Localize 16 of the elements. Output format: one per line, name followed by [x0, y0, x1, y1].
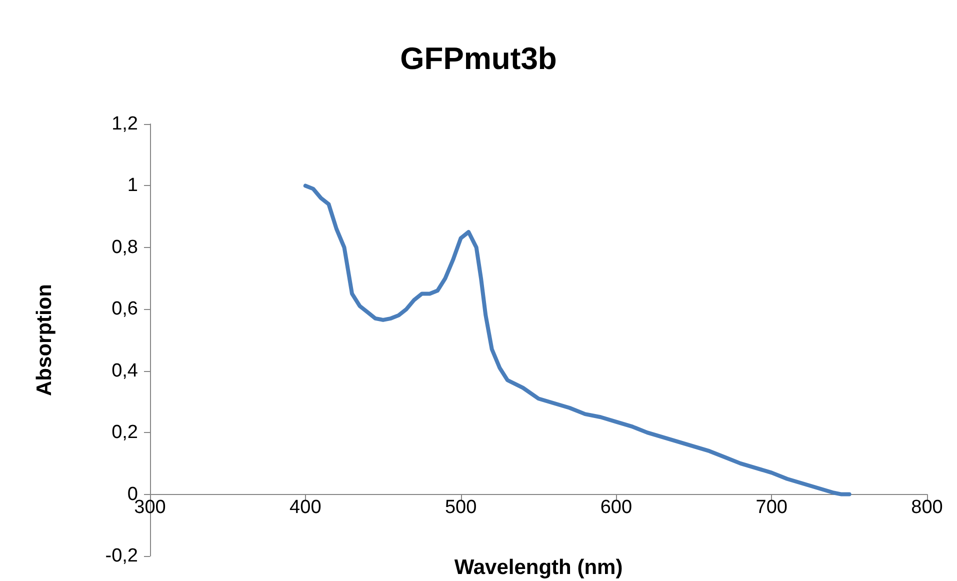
y-tick-label: -0,2 — [105, 546, 138, 566]
x-tick-label: 800 — [911, 497, 943, 518]
x-tick-label: 400 — [290, 497, 322, 518]
y-tick-label: 0,4 — [112, 360, 138, 382]
x-tick-label: 600 — [600, 497, 632, 518]
y-tick-label: 1 — [127, 175, 138, 196]
y-tick-label: 0,8 — [112, 236, 138, 258]
line-series — [303, 184, 852, 496]
y-axis-title: Absorption — [33, 284, 56, 396]
x-tick-label: 700 — [756, 497, 788, 518]
x-tick-label: 500 — [444, 497, 477, 518]
chart-title: GFPmut3b — [400, 41, 557, 76]
y-tick-label: 0,2 — [112, 422, 138, 444]
y-tick-label: 1,2 — [112, 114, 138, 134]
x-axis-title: Wavelength (nm) — [454, 556, 623, 579]
y-tick-label: 0,6 — [112, 298, 138, 320]
